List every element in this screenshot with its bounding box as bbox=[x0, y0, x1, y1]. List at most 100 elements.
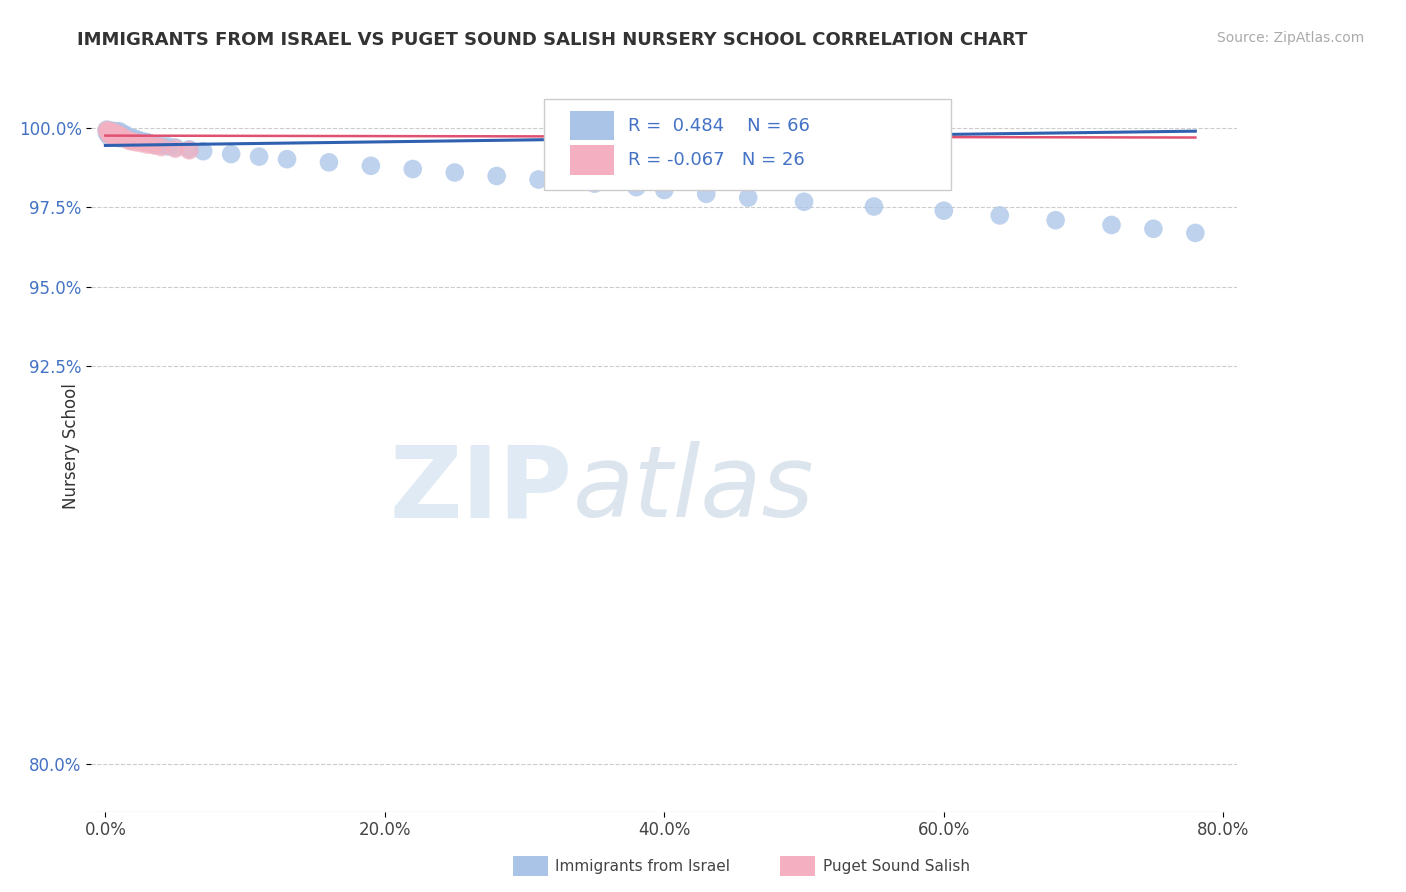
Point bbox=[107, 125, 129, 139]
Point bbox=[120, 132, 142, 146]
Point bbox=[136, 137, 159, 152]
Point bbox=[118, 131, 141, 145]
Point bbox=[118, 134, 141, 148]
Point bbox=[150, 140, 173, 154]
Point bbox=[1101, 218, 1123, 232]
Point bbox=[276, 152, 298, 166]
Point bbox=[193, 145, 215, 159]
Point bbox=[105, 129, 128, 144]
Point bbox=[402, 161, 425, 176]
Point bbox=[100, 126, 122, 140]
Point bbox=[165, 142, 187, 156]
Point bbox=[129, 134, 152, 148]
Point bbox=[157, 139, 180, 153]
Point bbox=[1184, 226, 1206, 240]
Point bbox=[96, 126, 118, 140]
Point bbox=[108, 128, 131, 142]
Point bbox=[143, 138, 166, 153]
Point bbox=[100, 128, 122, 142]
Point bbox=[443, 165, 465, 179]
Point bbox=[98, 124, 121, 138]
Point bbox=[360, 159, 382, 173]
Point bbox=[114, 128, 136, 142]
Point bbox=[96, 122, 118, 136]
Point bbox=[1142, 221, 1164, 235]
Point bbox=[932, 203, 955, 218]
Point bbox=[121, 133, 143, 147]
Point bbox=[737, 191, 759, 205]
Point bbox=[115, 132, 138, 146]
Point bbox=[112, 131, 135, 145]
Point bbox=[485, 169, 508, 183]
Point bbox=[98, 128, 121, 142]
Point bbox=[110, 128, 132, 143]
Point bbox=[139, 136, 162, 151]
Text: Puget Sound Salish: Puget Sound Salish bbox=[823, 859, 970, 873]
Point bbox=[107, 129, 129, 144]
Point bbox=[115, 128, 138, 143]
Point bbox=[103, 128, 125, 143]
Point bbox=[1045, 213, 1067, 227]
Text: ZIP: ZIP bbox=[389, 442, 572, 539]
Y-axis label: Nursery School: Nursery School bbox=[62, 383, 80, 509]
Point bbox=[98, 129, 121, 144]
Point bbox=[527, 172, 550, 186]
Point bbox=[863, 200, 886, 214]
Point bbox=[108, 128, 131, 142]
Point bbox=[863, 131, 886, 145]
Point bbox=[695, 186, 717, 201]
Point bbox=[121, 134, 143, 148]
Point bbox=[111, 130, 134, 145]
Point bbox=[105, 128, 128, 142]
Point bbox=[111, 128, 134, 142]
Point bbox=[101, 124, 124, 138]
Point bbox=[108, 131, 131, 145]
Point bbox=[98, 123, 121, 137]
Point bbox=[179, 142, 201, 156]
Point bbox=[125, 136, 148, 150]
Point bbox=[247, 150, 270, 164]
Point bbox=[131, 136, 153, 151]
Point bbox=[112, 128, 135, 143]
Point bbox=[97, 125, 120, 139]
Text: R = -0.067   N = 26: R = -0.067 N = 26 bbox=[627, 151, 804, 169]
Point bbox=[104, 128, 127, 143]
Point bbox=[103, 125, 125, 139]
Point bbox=[101, 127, 124, 141]
Point bbox=[104, 128, 127, 143]
Point bbox=[101, 127, 124, 141]
Point bbox=[110, 127, 132, 141]
Point bbox=[652, 183, 675, 197]
Bar bbox=[571, 111, 614, 140]
Point bbox=[583, 123, 606, 137]
Point bbox=[583, 177, 606, 191]
Point bbox=[97, 124, 120, 138]
Text: atlas: atlas bbox=[572, 442, 814, 539]
Point bbox=[103, 125, 125, 139]
Text: Immigrants from Israel: Immigrants from Israel bbox=[555, 859, 730, 873]
Point bbox=[136, 136, 159, 150]
Point bbox=[122, 131, 145, 145]
Point bbox=[150, 138, 173, 153]
FancyBboxPatch shape bbox=[544, 99, 950, 190]
Point bbox=[179, 143, 201, 157]
Point bbox=[97, 128, 120, 142]
Point bbox=[98, 127, 121, 141]
Point bbox=[100, 125, 122, 139]
Point bbox=[101, 130, 124, 145]
Bar bbox=[571, 145, 614, 175]
Point bbox=[96, 123, 118, 137]
Point bbox=[219, 147, 242, 161]
Point bbox=[107, 130, 129, 145]
Point bbox=[165, 140, 187, 154]
Point bbox=[318, 155, 340, 169]
Text: Source: ZipAtlas.com: Source: ZipAtlas.com bbox=[1216, 31, 1364, 45]
Point bbox=[104, 124, 127, 138]
Text: R =  0.484    N = 66: R = 0.484 N = 66 bbox=[627, 117, 810, 135]
Point bbox=[105, 125, 128, 139]
Point bbox=[988, 209, 1011, 223]
Point bbox=[134, 135, 156, 149]
Point bbox=[117, 129, 139, 144]
Point bbox=[108, 124, 131, 138]
Point bbox=[143, 137, 166, 152]
